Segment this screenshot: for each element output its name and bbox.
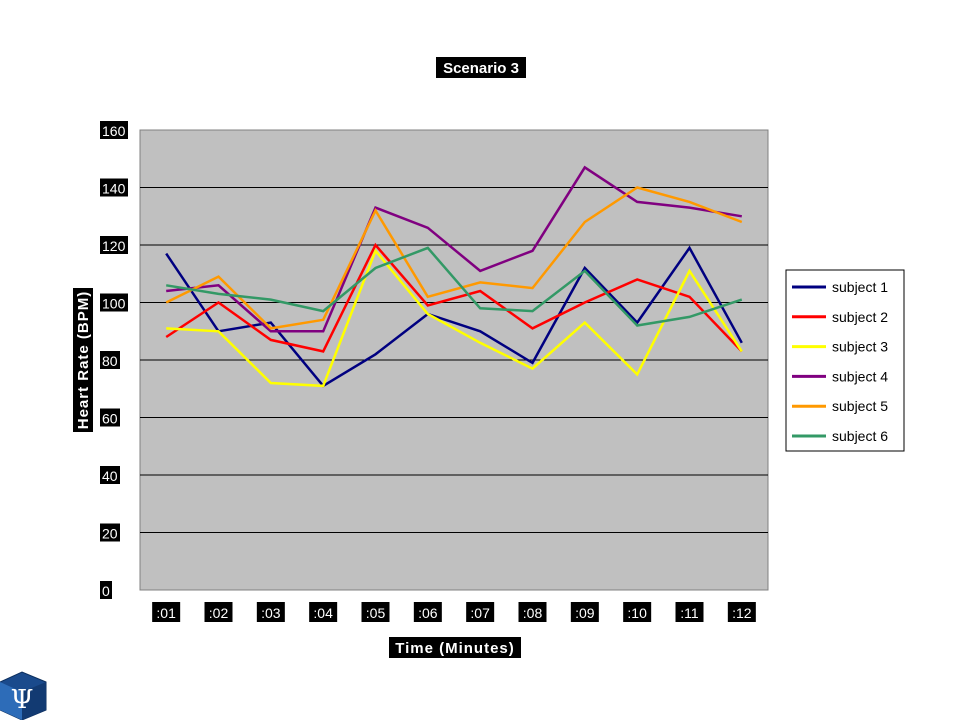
y-axis-ticks: 0 20 40 60 80 100 120 140 160 (100, 121, 128, 599)
y-tick-label: 120 (102, 238, 126, 254)
x-tick-box (675, 602, 704, 622)
x-axis-label-box (389, 637, 521, 658)
y-tick-label: 40 (102, 468, 118, 484)
svg-text:Ψ: Ψ (11, 685, 34, 715)
legend-label: subject 6 (832, 428, 888, 444)
x-tick-box (518, 602, 547, 622)
chart-title-box (436, 57, 526, 78)
legend-label: subject 5 (832, 398, 888, 414)
x-tick-label: :08 (523, 605, 543, 621)
x-axis-label: Time (Minutes) (395, 640, 515, 657)
x-tick-label: :02 (209, 605, 229, 621)
y-tick-box (100, 581, 112, 599)
y-tick-label: 60 (102, 411, 118, 427)
legend-label: subject 3 (832, 339, 888, 355)
y-axis-label: Heart Rate (BPM) (75, 291, 92, 430)
y-tick-box (100, 523, 120, 542)
y-tick-label: 80 (102, 353, 118, 369)
x-tick-label: :11 (680, 605, 699, 621)
y-tick-box (100, 121, 128, 139)
x-tick-box (204, 602, 233, 622)
y-tick-label: 0 (102, 583, 110, 599)
y-tick-box (100, 236, 128, 254)
series-line-subject-6 (165, 246, 743, 327)
y-tick-label: 20 (102, 526, 118, 542)
y-tick-label: 100 (102, 296, 126, 312)
y-tick-label: 140 (102, 181, 126, 197)
y-axis-label-group: Heart Rate (BPM) (73, 288, 93, 432)
legend-label: subject 1 (832, 279, 888, 295)
x-tick-box (623, 602, 652, 622)
chart-title-group: Scenario 3 (436, 57, 526, 78)
series-line-subject-4 (166, 165, 743, 333)
x-tick-box (309, 602, 338, 622)
y-tick-box (100, 351, 120, 369)
y-tick-box (100, 293, 128, 312)
legend-label: subject 2 (832, 309, 888, 325)
x-tick-label: :03 (261, 605, 281, 621)
x-tick-box (466, 602, 495, 622)
x-axis-label-group: Time (Minutes) (389, 637, 521, 658)
legend-label: subject 4 (832, 368, 888, 384)
x-tick-label: :06 (418, 605, 438, 621)
psi-cube-logo-icon: Ψ (0, 671, 47, 720)
x-tick-label: :05 (366, 605, 386, 621)
series-line-subject-5 (165, 186, 743, 330)
chart-title: Scenario 3 (443, 60, 519, 77)
legend-box (785, 269, 905, 452)
y-tick-box (100, 408, 120, 427)
y-tick-box (100, 466, 120, 484)
series-lines (165, 165, 743, 388)
x-tick-label: :07 (470, 605, 490, 621)
x-axis-ticks: :01 :02 :03 :04 :05 :06 :07 :08 :09 :10 :11 :12 (152, 602, 756, 622)
x-tick-label: :01 (156, 605, 176, 621)
x-tick-box (256, 602, 285, 622)
x-tick-label: :10 (627, 605, 647, 621)
x-tick-box (413, 602, 442, 622)
series-line-subject-3 (166, 248, 743, 388)
y-tick-box (100, 178, 128, 197)
x-tick-box (361, 602, 390, 622)
y-tick-label: 160 (102, 123, 126, 139)
x-tick-box (727, 602, 756, 622)
x-tick-label: :09 (575, 605, 595, 621)
legend: subject 1 subject 2 subject 3 subject 4 subj… (785, 269, 905, 452)
y-axis-label-box (73, 288, 93, 432)
x-tick-box (570, 602, 599, 622)
x-tick-box (152, 602, 181, 622)
x-tick-label: :12 (732, 605, 752, 621)
x-tick-label: :04 (313, 605, 333, 621)
series-line-subject-2 (165, 242, 743, 353)
